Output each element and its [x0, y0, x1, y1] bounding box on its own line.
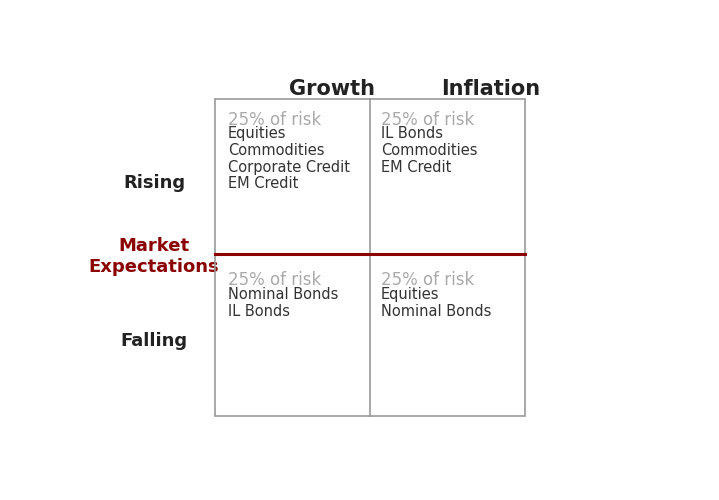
Text: 25% of risk: 25% of risk [381, 110, 474, 128]
Text: Equities: Equities [228, 126, 287, 142]
Text: Falling: Falling [120, 332, 188, 350]
Text: EM Credit: EM Credit [381, 160, 451, 174]
Text: Commodities: Commodities [228, 143, 324, 158]
Text: 25% of risk: 25% of risk [381, 271, 474, 289]
Text: Corporate Credit: Corporate Credit [228, 160, 350, 174]
Text: Market
Expectations: Market Expectations [88, 237, 219, 276]
Text: Nominal Bonds: Nominal Bonds [228, 288, 339, 302]
Text: Equities: Equities [381, 288, 439, 302]
Text: Growth: Growth [289, 79, 375, 99]
Text: IL Bonds: IL Bonds [228, 304, 290, 319]
Text: Nominal Bonds: Nominal Bonds [381, 304, 491, 319]
Text: IL Bonds: IL Bonds [381, 126, 443, 142]
Text: EM Credit: EM Credit [228, 176, 298, 191]
Text: Rising: Rising [123, 174, 185, 192]
Text: Inflation: Inflation [441, 79, 541, 99]
Text: Commodities: Commodities [381, 143, 477, 158]
Text: 25% of risk: 25% of risk [228, 110, 321, 128]
Bar [215, 98, 525, 416]
Text: 25% of risk: 25% of risk [228, 271, 321, 289]
